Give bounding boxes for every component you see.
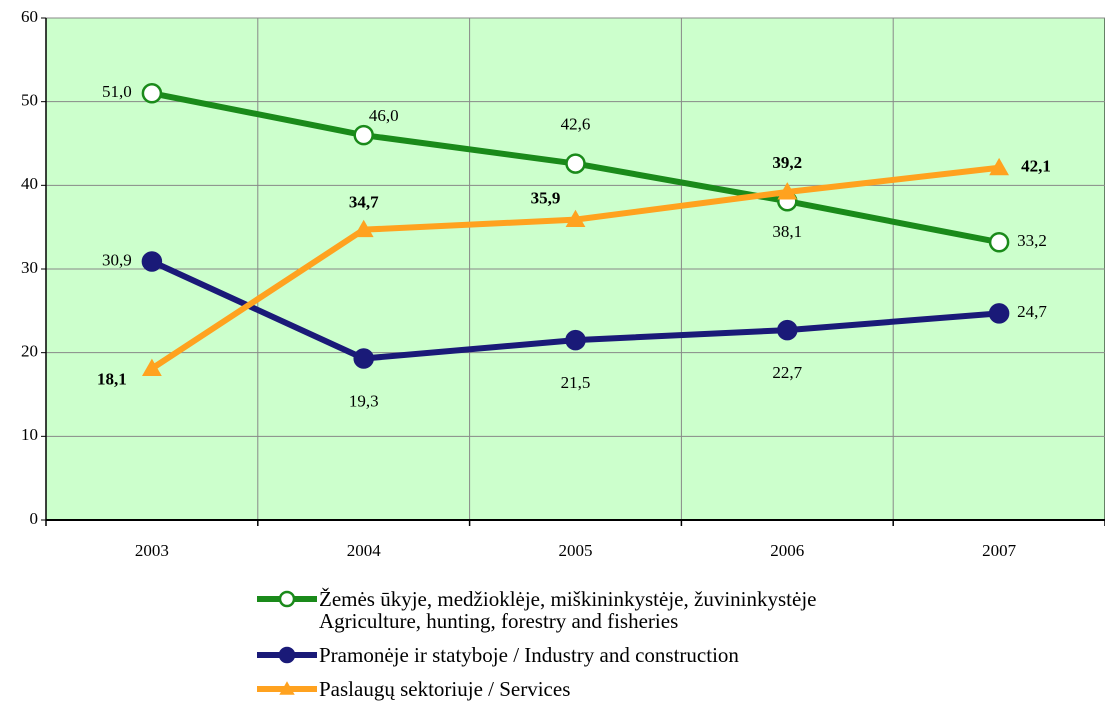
legend-label: Paslaugų sektoriuje / Services [319,677,571,701]
y-tick-label: 30 [21,258,38,277]
data-label: 42,6 [561,114,591,133]
marker [141,251,163,272]
data-label: 18,1 [97,369,127,388]
marker [565,209,586,228]
marker [279,681,295,695]
marker [141,83,163,104]
marker [565,153,586,174]
legend-label: Žemės ūkyje, medžioklėje, miškininkystėj… [319,587,817,633]
data-label: 51,0 [102,82,132,101]
y-tick-label: 40 [21,174,38,193]
legend-item: Paslaugų sektoriuje / Services [255,678,816,700]
chart: 0 10 20 30 40 50 60 2003 2004 2005 2006 2007 51,0 46,… [21,7,1105,560]
marker [278,646,296,664]
marker [353,219,374,238]
legend-swatch [257,646,317,664]
data-label: 30,9 [102,250,132,269]
data-label: 24,7 [1017,302,1047,321]
y-tick-label: 0 [30,509,39,528]
marker [565,329,586,351]
marker [989,157,1009,176]
data-label: 42,1 [1021,157,1051,176]
data-label: 46,0 [369,106,399,125]
legend-item: Žemės ūkyje, medžioklėje, miškininkystėj… [255,588,816,632]
marker [142,358,162,376]
marker [353,124,374,146]
legend-label: Pramonėje ir statyboje / Industry and co… [319,643,739,667]
y-tick-label: 10 [21,425,38,444]
x-tick-label: 2004 [347,541,382,560]
marker [988,231,1010,253]
marker [777,319,798,341]
data-label: 33,2 [1017,231,1047,250]
data-label: 35,9 [531,189,561,208]
legend-swatch [257,590,317,608]
x-tick-label: 2005 [559,541,593,560]
marker [353,348,374,369]
marker [988,303,1010,324]
data-label: 39,2 [772,153,802,172]
data-label: 19,3 [349,391,379,410]
x-tick-label: 2007 [982,541,1017,560]
x-tick-label: 2006 [770,541,804,560]
data-label: 21,5 [561,373,591,392]
marker [278,590,296,608]
marker [777,182,798,200]
legend-item: Pramonėje ir statyboje / Industry and co… [255,644,816,666]
y-tick-label: 50 [21,91,38,110]
data-label: 22,7 [772,363,802,382]
legend-swatch [257,681,317,695]
y-tick-label: 20 [21,342,38,361]
x-tick-label: 2003 [135,541,169,560]
y-tick-label: 60 [21,7,38,26]
data-label: 34,7 [349,193,379,212]
data-label: 38,1 [772,222,802,241]
legend: Žemės ūkyje, medžioklėje, miškininkystėj… [255,588,816,712]
